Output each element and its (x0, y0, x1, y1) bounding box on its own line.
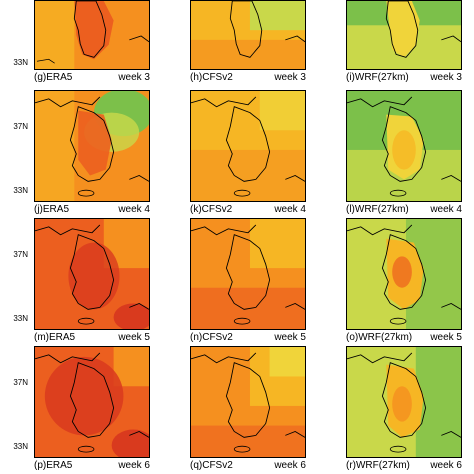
map-panel-wrf-week4 (346, 90, 462, 202)
lat-label-37n: 37N (13, 378, 28, 387)
panel-caption-label: (p)ERA5 (34, 460, 73, 471)
lat-label-33n: 33N (13, 314, 28, 323)
panel-caption-label: (r)WRF(27km) (346, 460, 410, 471)
map-panel-wrf-week6 (346, 346, 462, 458)
panel-caption-label: (j)ERA5 (34, 204, 70, 215)
lat-label-37n: 37N (13, 122, 28, 131)
panel-caption-week: week 3 (274, 72, 306, 83)
panel-caption-label: (q)CFSv2 (190, 460, 233, 471)
map-panel-wrf-week3 (346, 0, 462, 70)
panel-caption-week: week 6 (118, 460, 150, 471)
panel-caption-week: week 4 (430, 204, 462, 215)
panel-caption-week: week 6 (274, 460, 306, 471)
lat-label-33n: 33N (13, 186, 28, 195)
map-panel-era5-week6 (34, 346, 150, 458)
panel-caption-label: (l)WRF(27km) (346, 204, 409, 215)
panel-caption-label: (g)ERA5 (34, 72, 73, 83)
panel-caption-week: week 5 (430, 332, 462, 343)
panel-caption-label: (h)CFSv2 (190, 72, 233, 83)
lat-label-33n: 33N (13, 442, 28, 451)
map-panel-cfsv2-week6 (190, 346, 306, 458)
panel-caption-label: (n)CFSv2 (190, 332, 233, 343)
panel-caption-week: week 3 (430, 72, 462, 83)
map-panel-wrf-week5 (346, 218, 462, 330)
panel-caption-week: week 4 (274, 204, 306, 215)
panel-caption-week: week 5 (118, 332, 150, 343)
panel-caption-week: week 3 (118, 72, 150, 83)
panel-caption-week: week 4 (118, 204, 150, 215)
panel-caption-label: (o)WRF(27km) (346, 332, 413, 343)
map-panel-era5-week5 (34, 218, 150, 330)
panel-caption-label: (k)CFSv2 (190, 204, 233, 215)
lat-label-37n: 37N (13, 250, 28, 259)
panel-caption-week: week 6 (430, 460, 462, 471)
map-panel-cfsv2-week5 (190, 218, 306, 330)
panel-caption-label: (i)WRF(27km) (346, 72, 409, 83)
map-panel-era5-week3 (34, 0, 150, 70)
map-panel-cfsv2-week4 (190, 90, 306, 202)
map-panel-era5-week4 (34, 90, 150, 202)
panel-caption-week: week 5 (274, 332, 306, 343)
lat-label-33n: 33N (13, 58, 28, 67)
panel-caption-label: (m)ERA5 (34, 332, 76, 343)
map-panel-cfsv2-week3 (190, 0, 306, 70)
